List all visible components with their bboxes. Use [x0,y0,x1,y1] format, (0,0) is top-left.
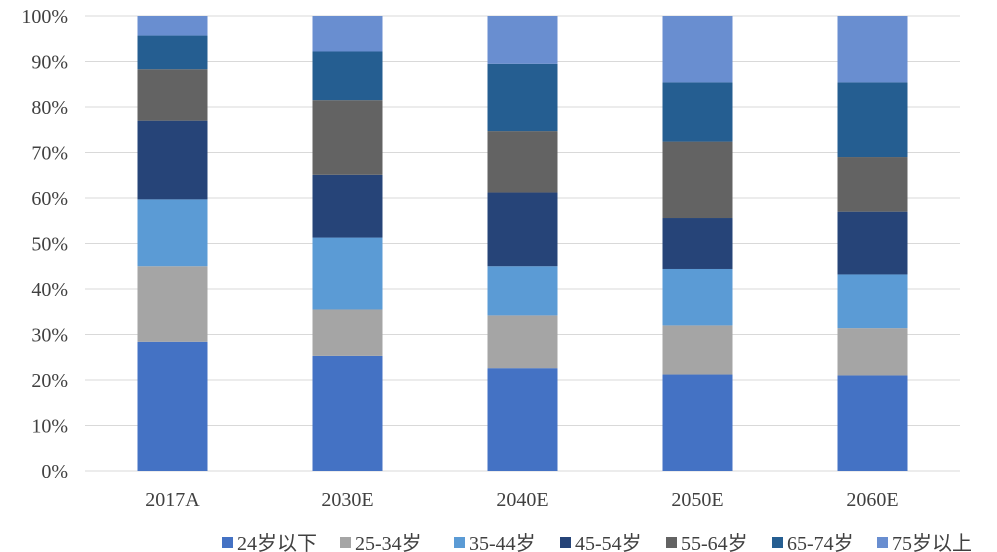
bar-segment [487,266,558,316]
legend-label: 25-34岁 [355,532,422,552]
y-tick-label: 70% [31,143,68,165]
bar-segment [662,141,733,219]
y-tick-label: 100% [21,6,68,28]
y-axis: 0% 10% 20% 30% 40% 50% 60% 70% 80% 90% 100% [21,6,68,483]
bar-segment [662,218,733,269]
legend-swatch [340,537,351,548]
x-tick-label: 2017A [145,489,200,511]
legend-swatch [772,537,783,548]
y-tick-label: 0% [41,461,68,483]
bars [137,16,908,471]
y-tick-label: 80% [31,97,68,119]
legend-swatch [454,537,465,548]
y-tick-label: 60% [31,188,68,210]
bar-segment [487,63,558,132]
bar-segment [487,131,558,193]
legend-swatch [560,537,571,548]
legend-label: 35-44岁 [469,532,536,552]
legend-swatch [222,537,233,548]
bar-segment [137,120,208,200]
bar-segment [662,16,733,83]
bar-segment [137,69,208,121]
bar-segment [837,157,908,212]
bar-segment [312,16,383,52]
y-tick-label: 90% [31,52,68,74]
legend-label: 55-64岁 [681,532,748,552]
bar-segment [312,100,383,175]
bar-segment [487,315,558,369]
bar-segment [137,341,208,471]
y-tick-label: 10% [31,416,68,438]
y-tick-label: 50% [31,234,68,256]
y-tick-label: 30% [31,325,68,347]
bar-segment [487,192,558,267]
y-tick-label: 20% [31,370,68,392]
bar-segment [137,35,208,70]
bar-segment [837,375,908,471]
legend: 24岁以下 25-34岁 35-44岁 45-54岁 55-64岁 65-74岁 75岁以上 [222,532,972,552]
legend-label: 75岁以上 [892,532,972,552]
bar-segment [137,199,208,267]
bar-segment [837,16,908,83]
bar-segment [312,237,383,310]
bar-segment [662,374,733,471]
bar-segment [662,325,733,375]
y-tick-label: 40% [31,279,68,301]
x-tick-label: 2040E [496,489,548,511]
legend-swatch [666,537,677,548]
x-tick-label: 2060E [846,489,898,511]
bar-segment [487,16,558,64]
bar-segment [312,174,383,238]
legend-label: 24岁以下 [237,532,317,552]
bar-segment [312,355,383,471]
bar-segment [662,82,733,142]
legend-label: 45-54岁 [575,532,642,552]
bar-segment [487,368,558,471]
bar-segment [837,211,908,275]
bar-segment [837,82,908,158]
x-tick-label: 2050E [671,489,723,511]
x-axis: 2017A 2030E 2040E 2050E 2060E [145,489,898,511]
bar-segment [137,266,208,342]
legend-swatch [877,537,888,548]
bar-segment [662,268,733,326]
legend-label: 65-74岁 [787,532,854,552]
bar-segment [312,309,383,356]
bar-segment [837,274,908,329]
bar-segment [312,51,383,101]
x-tick-label: 2030E [321,489,373,511]
bar-segment [137,16,208,36]
bar-segment [837,328,908,376]
